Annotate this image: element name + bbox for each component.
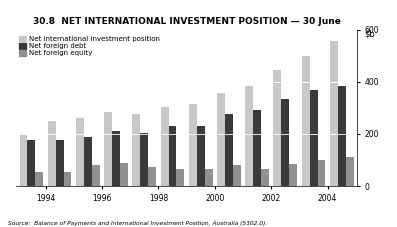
Bar bbox=[310, 89, 318, 186]
Bar bbox=[161, 106, 169, 186]
Bar bbox=[140, 133, 148, 186]
Bar bbox=[76, 118, 84, 186]
Bar bbox=[84, 136, 92, 186]
Bar bbox=[35, 172, 43, 186]
Bar bbox=[281, 99, 289, 186]
Bar bbox=[197, 126, 204, 186]
Bar bbox=[289, 164, 297, 186]
Bar bbox=[338, 86, 346, 186]
Bar bbox=[104, 112, 112, 186]
Bar bbox=[92, 165, 100, 186]
Bar bbox=[330, 41, 338, 186]
Text: Source:  Balance of Payments and International Investment Position, Australia (5: Source: Balance of Payments and Internat… bbox=[8, 221, 267, 226]
Bar bbox=[56, 141, 64, 186]
Bar bbox=[120, 163, 128, 186]
Bar bbox=[19, 134, 27, 186]
Bar bbox=[64, 172, 71, 186]
Bar bbox=[133, 114, 140, 186]
Bar bbox=[302, 56, 310, 186]
Bar bbox=[112, 131, 120, 186]
Bar bbox=[204, 169, 212, 186]
Bar bbox=[225, 114, 233, 186]
Bar bbox=[274, 70, 281, 186]
Text: $b: $b bbox=[364, 30, 375, 39]
Bar bbox=[245, 86, 253, 186]
Bar bbox=[253, 110, 261, 186]
Bar bbox=[169, 126, 176, 186]
Bar bbox=[48, 121, 56, 186]
Bar bbox=[318, 160, 326, 186]
Bar bbox=[148, 167, 156, 186]
Title: 30.8  NET INTERNATIONAL INVESTMENT POSITION — 30 June: 30.8 NET INTERNATIONAL INVESTMENT POSITI… bbox=[33, 17, 341, 26]
Legend: Net international investment position, Net foreign debt, Net foreign equity: Net international investment position, N… bbox=[19, 36, 160, 56]
Bar bbox=[233, 165, 241, 186]
Bar bbox=[27, 141, 35, 186]
Bar bbox=[189, 104, 197, 186]
Bar bbox=[346, 158, 354, 186]
Bar bbox=[176, 169, 184, 186]
Bar bbox=[217, 94, 225, 186]
Bar bbox=[261, 169, 269, 186]
